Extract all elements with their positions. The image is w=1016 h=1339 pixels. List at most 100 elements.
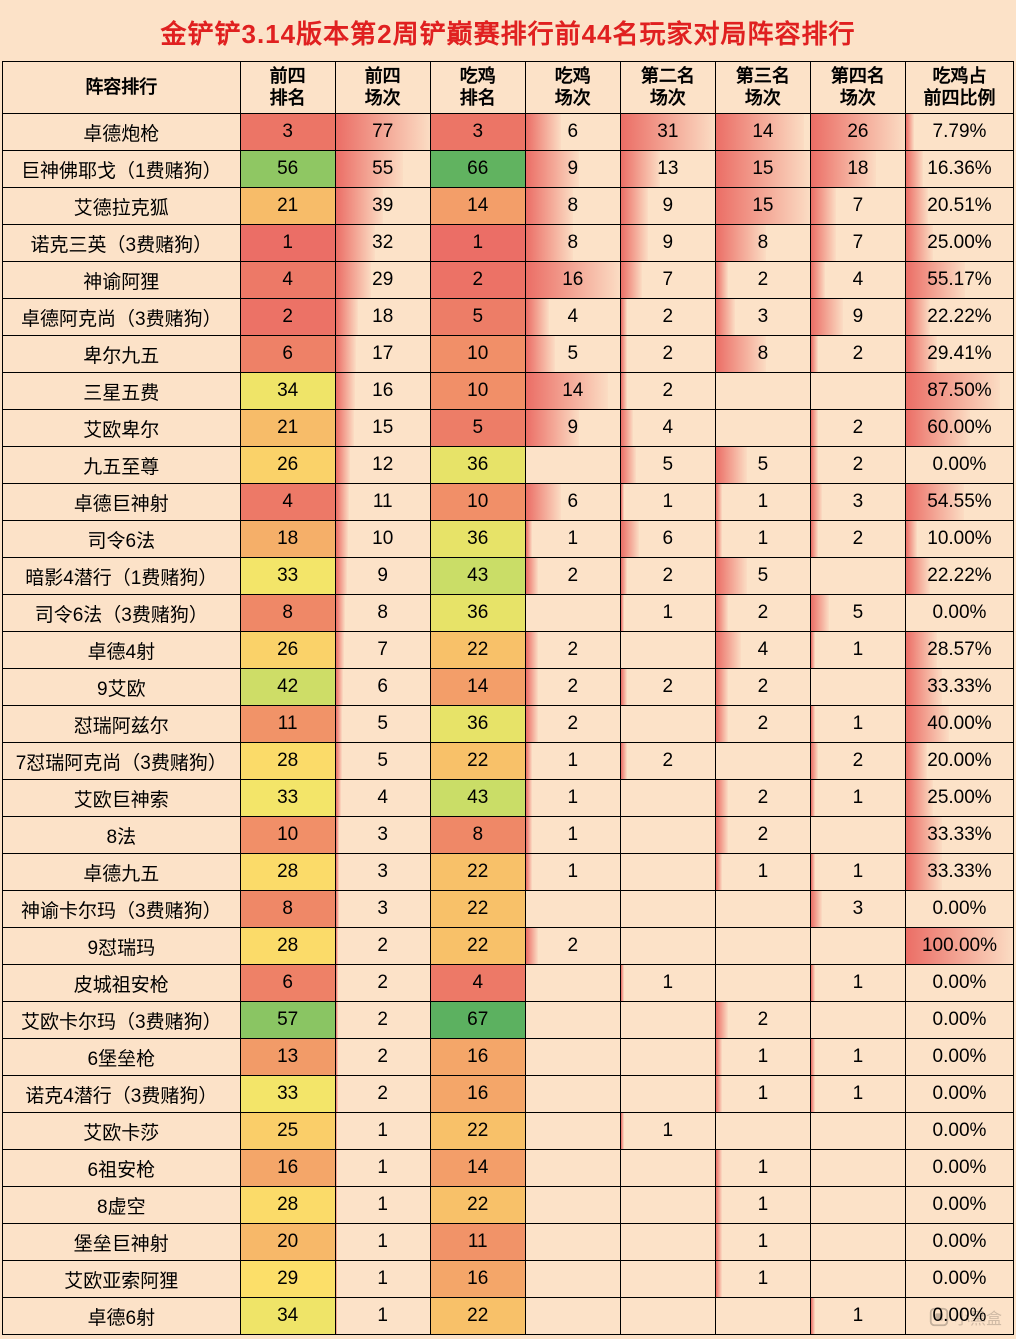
cell-c7 bbox=[810, 817, 905, 854]
cell-value: 0.00% bbox=[906, 1261, 1013, 1297]
cell-c6: 1 bbox=[715, 484, 810, 521]
cell-c7 bbox=[810, 928, 905, 965]
row-name: 堡垒巨神射 bbox=[3, 1224, 241, 1261]
row-name: 卓德6射 bbox=[3, 1298, 241, 1335]
cell-value: 1 bbox=[716, 1224, 810, 1260]
cell-c1: 56 bbox=[240, 151, 335, 188]
cell-value: 0.00% bbox=[906, 1187, 1013, 1223]
cell-value: 3 bbox=[811, 891, 905, 927]
cell-c1: 18 bbox=[240, 521, 335, 558]
cell-c7 bbox=[810, 1150, 905, 1187]
cell-c8: 87.50% bbox=[905, 373, 1013, 410]
cell-c8: 25.00% bbox=[905, 225, 1013, 262]
cell-c8: 0.00% bbox=[905, 965, 1013, 1002]
cell-value: 3 bbox=[336, 854, 430, 890]
cell-c6: 2 bbox=[715, 262, 810, 299]
cell-value: 1 bbox=[716, 521, 810, 557]
cell-value: 4 bbox=[241, 484, 335, 520]
table-row: 三星五费34161014287.50% bbox=[3, 373, 1014, 410]
col-header-name: 阵容排行 bbox=[3, 62, 241, 114]
cell-c1: 34 bbox=[240, 1298, 335, 1335]
cell-c5 bbox=[620, 854, 715, 891]
cell-c1: 3 bbox=[240, 114, 335, 151]
cell-c8: 0.00% bbox=[905, 447, 1013, 484]
table-row: 7怼瑞阿克尚（3费赌狗）2852212220.00% bbox=[3, 743, 1014, 780]
row-name: 暗影4潜行（1费赌狗） bbox=[3, 558, 241, 595]
cell-value: 16.36% bbox=[906, 151, 1013, 187]
cell-value: 5 bbox=[621, 447, 715, 483]
cell-c8: 20.51% bbox=[905, 188, 1013, 225]
col-header-c1: 前四排名 bbox=[240, 62, 335, 114]
cell-c4: 8 bbox=[525, 188, 620, 225]
cell-value: 43 bbox=[431, 780, 525, 816]
table-row: 诺克4潜行（3费赌狗）33216110.00% bbox=[3, 1076, 1014, 1113]
cell-c5: 2 bbox=[620, 743, 715, 780]
cell-c5 bbox=[620, 706, 715, 743]
cell-value: 1 bbox=[526, 854, 620, 890]
cell-c7 bbox=[810, 669, 905, 706]
cell-value: 2 bbox=[716, 706, 810, 742]
col-header-c6: 第三名场次 bbox=[715, 62, 810, 114]
cell-c5: 1 bbox=[620, 965, 715, 1002]
cell-c7 bbox=[810, 373, 905, 410]
cell-value: 14 bbox=[716, 114, 810, 150]
cell-value: 5 bbox=[431, 299, 525, 335]
cell-c1: 11 bbox=[240, 706, 335, 743]
cell-value: 1 bbox=[621, 484, 715, 520]
cell-value: 4 bbox=[526, 299, 620, 335]
cell-value: 87.50% bbox=[906, 373, 1013, 409]
cell-value: 33 bbox=[241, 1076, 335, 1112]
cell-value: 21 bbox=[241, 410, 335, 446]
cell-value: 22 bbox=[431, 891, 525, 927]
cell-c4: 2 bbox=[525, 632, 620, 669]
row-name: 艾德拉克狐 bbox=[3, 188, 241, 225]
cell-value: 34 bbox=[241, 373, 335, 409]
cell-c7: 18 bbox=[810, 151, 905, 188]
cell-value: 8 bbox=[716, 336, 810, 372]
cell-c1: 6 bbox=[240, 336, 335, 373]
cell-value: 36 bbox=[431, 447, 525, 483]
table-row: 8虚空2812210.00% bbox=[3, 1187, 1014, 1224]
cell-c5 bbox=[620, 817, 715, 854]
page-title: 金铲铲3.14版本第2周铲巅赛排行前44名玩家对局阵容排行 bbox=[2, 8, 1014, 61]
cell-value: 6 bbox=[241, 336, 335, 372]
cell-c1: 1 bbox=[240, 225, 335, 262]
cell-c2: 5 bbox=[335, 706, 430, 743]
cell-c7: 2 bbox=[810, 447, 905, 484]
cell-c1: 33 bbox=[240, 558, 335, 595]
cell-c3: 22 bbox=[430, 743, 525, 780]
cell-value: 10 bbox=[241, 817, 335, 853]
cell-value: 26 bbox=[241, 632, 335, 668]
cell-value: 8 bbox=[241, 595, 335, 631]
cell-c4 bbox=[525, 447, 620, 484]
cell-value: 4 bbox=[811, 262, 905, 298]
cell-value: 2 bbox=[621, 743, 715, 779]
cell-value: 22 bbox=[431, 1298, 525, 1334]
cell-c4: 4 bbox=[525, 299, 620, 336]
cell-c4: 16 bbox=[525, 262, 620, 299]
cell-c7: 7 bbox=[810, 225, 905, 262]
row-name: 三星五费 bbox=[3, 373, 241, 410]
cell-c5 bbox=[620, 928, 715, 965]
cell-c4 bbox=[525, 1224, 620, 1261]
cell-c2: 18 bbox=[335, 299, 430, 336]
cell-value: 4 bbox=[621, 410, 715, 446]
cell-c3: 11 bbox=[430, 1224, 525, 1261]
cell-c4 bbox=[525, 1150, 620, 1187]
cell-c1: 4 bbox=[240, 262, 335, 299]
cell-value: 1 bbox=[716, 484, 810, 520]
cell-value: 33 bbox=[241, 558, 335, 594]
cell-value: 5 bbox=[431, 410, 525, 446]
cell-c8: 60.00% bbox=[905, 410, 1013, 447]
cell-c8: 22.22% bbox=[905, 558, 1013, 595]
cell-value: 0.00% bbox=[906, 965, 1013, 1001]
cell-c6: 1 bbox=[715, 1224, 810, 1261]
cell-value: 56 bbox=[241, 151, 335, 187]
cell-c7: 2 bbox=[810, 336, 905, 373]
cell-value: 22 bbox=[431, 743, 525, 779]
cell-value: 6 bbox=[526, 484, 620, 520]
cell-c6: 1 bbox=[715, 1261, 810, 1298]
cell-value: 16 bbox=[431, 1261, 525, 1297]
cell-value: 14 bbox=[431, 669, 525, 705]
col-header-c2: 前四场次 bbox=[335, 62, 430, 114]
